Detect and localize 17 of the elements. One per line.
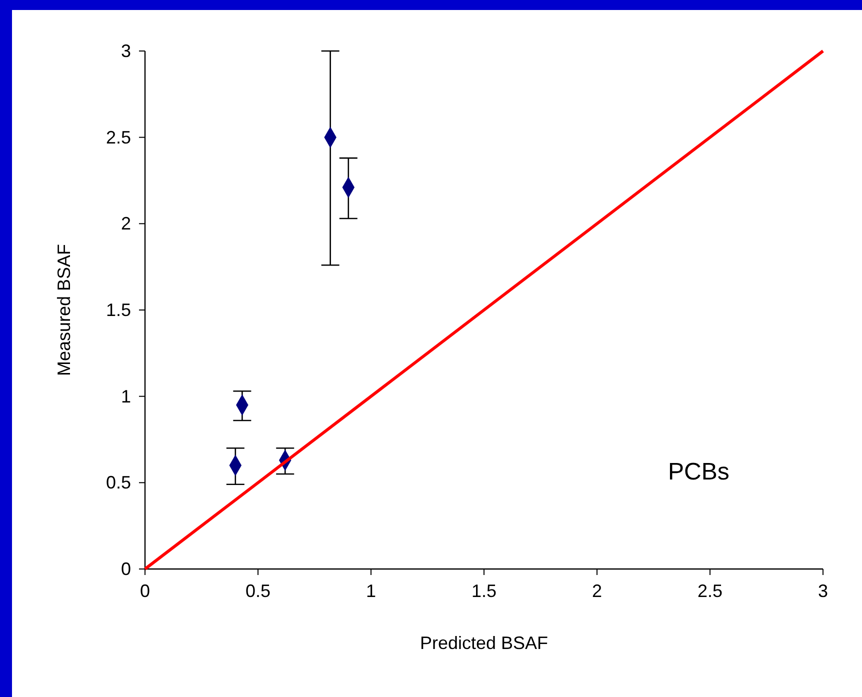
y-tick-label: 2.5 xyxy=(106,127,131,148)
annotation: PCBs xyxy=(668,458,730,486)
x-axis-title: Predicted BSAF xyxy=(420,633,548,653)
y-tick-label: 2 xyxy=(120,214,131,234)
x-tick-label: 0.5 xyxy=(245,581,271,601)
x-tick-label: 1.5 xyxy=(471,581,497,601)
y-tick-label: 0.5 xyxy=(106,472,131,493)
y-tick-label: 0 xyxy=(120,559,131,579)
y-tick-label: 1.5 xyxy=(106,300,131,320)
x-tick-label: 2.5 xyxy=(697,581,723,601)
y-tick-label: 3 xyxy=(120,41,131,61)
x-tick-label: 0 xyxy=(140,581,150,601)
x-tick-label: 1 xyxy=(366,581,376,601)
x-tick-label: 2 xyxy=(592,581,602,601)
x-tick-label: 3 xyxy=(818,581,828,601)
y-axis-title: Measured BSAF xyxy=(54,244,74,376)
y-tick-label: 1 xyxy=(120,386,131,406)
